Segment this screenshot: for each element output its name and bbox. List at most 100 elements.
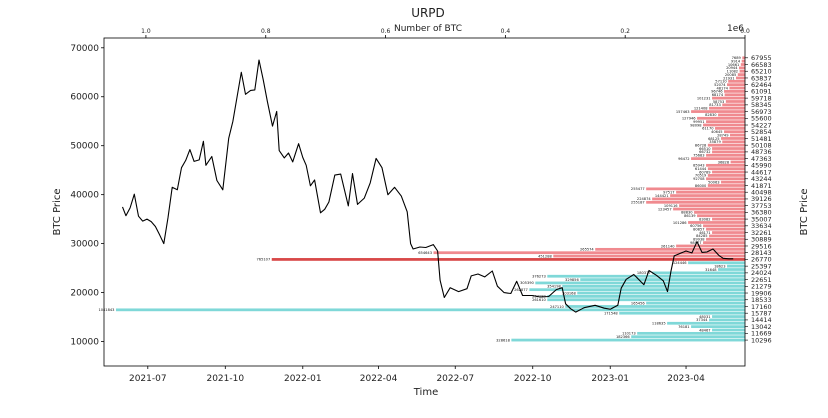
- urpd-bar-label: 157463: [676, 110, 690, 114]
- urpd-bar: [739, 69, 745, 73]
- urpd-bar-label: 82830: [705, 113, 717, 117]
- urpd-bar-label: 101286: [673, 221, 687, 225]
- right-tick-label: 19906: [751, 289, 772, 297]
- urpd-bar: [646, 187, 745, 191]
- urpd-bar: [742, 56, 745, 60]
- urpd-bar-label: 329856: [565, 278, 579, 282]
- urpd-bar: [631, 335, 745, 339]
- right-tick-label: 17160: [751, 303, 772, 311]
- right-tick-label: 15787: [751, 309, 772, 317]
- urpd-bar: [736, 76, 745, 80]
- right-tick-label: 33634: [751, 222, 772, 230]
- right-tick-label: 13042: [751, 323, 772, 331]
- urpd-bar: [676, 190, 745, 194]
- right-tick-label: 36380: [751, 209, 772, 217]
- top-axis-label: Number of BTC: [394, 24, 462, 34]
- urpd-bar: [725, 100, 745, 103]
- urpd-bar-label: 765107: [257, 258, 271, 262]
- urpd-bar-label: 101231: [697, 96, 711, 100]
- urpd-bar-label: 37344: [696, 318, 708, 322]
- right-tick-label: 48736: [751, 148, 772, 156]
- right-tick-label: 29516: [751, 242, 772, 250]
- right-tick-label: 67955: [751, 54, 772, 62]
- urpd-bar: [697, 214, 745, 218]
- axes: 10000 20000 30000 40000 50000 60000 70000 2021-…: [70, 28, 771, 384]
- urpd-bar: [565, 305, 745, 308]
- urpd-bar-label: 124446: [673, 261, 687, 265]
- top-tick-label: 0.0: [740, 28, 750, 35]
- urpd-bar-label: 48174: [716, 86, 728, 90]
- urpd-bar-label: 48031: [699, 315, 710, 319]
- urpd-bar-label: 261610: [532, 298, 546, 302]
- urpd-bar: [703, 123, 745, 127]
- urpd-bar: [712, 231, 745, 234]
- urpd-bar-label: 18623: [714, 264, 725, 268]
- urpd-bar: [703, 224, 745, 228]
- urpd-bar-label: 31648: [705, 268, 717, 272]
- urpd-bar-label: 305390: [520, 281, 534, 285]
- urpd-bar-label: 265574: [580, 248, 594, 252]
- urpd-bar-label: 9914: [731, 59, 741, 63]
- urpd-bar-label: 50063: [708, 180, 719, 184]
- urpd-bar: [595, 247, 745, 251]
- urpd-bar: [547, 298, 745, 302]
- urpd-bar-label: 40645: [711, 130, 722, 134]
- right-tick-label: 47363: [751, 155, 772, 163]
- urpd-bar: [679, 204, 745, 208]
- urpd-bar-label: 89938: [693, 238, 705, 242]
- chart-title: URPD: [411, 6, 445, 20]
- urpd-bar: [741, 59, 745, 63]
- urpd-bar-label: 7689: [732, 56, 742, 60]
- right-tick-label: 52854: [751, 128, 772, 136]
- urpd-bar-label: 171548: [604, 311, 618, 315]
- urpd-bar-label: 121408: [694, 107, 708, 111]
- urpd-bar: [728, 79, 745, 83]
- urpd-bar: [712, 170, 745, 174]
- urpd-bar: [739, 66, 745, 70]
- urpd-bar-label: 144421: [655, 194, 669, 198]
- urpd-bar: [707, 143, 745, 147]
- urpd-bar-label: 60789: [699, 170, 711, 174]
- urpd-bar: [722, 103, 745, 107]
- urpd-bar: [646, 200, 745, 204]
- right-tick-label: 39126: [751, 195, 772, 203]
- urpd-bar: [721, 180, 745, 184]
- urpd-bar: [691, 325, 745, 329]
- urpd-bar: [737, 73, 745, 76]
- urpd-bar-label: 36828: [718, 160, 730, 164]
- plot-frame: [103, 37, 746, 367]
- urpd-bar: [724, 93, 745, 97]
- urpd-bar: [724, 90, 745, 93]
- x-tick-label: 2023-04: [667, 374, 705, 384]
- urpd-bar-label: 255477: [631, 187, 645, 191]
- urpd-bar: [562, 284, 745, 288]
- price-line-layer: [121, 59, 734, 313]
- urpd-bar: [712, 96, 745, 100]
- urpd-bar: [667, 321, 745, 325]
- urpd-bar: [709, 234, 745, 238]
- urpd-bar-label: 58753: [713, 100, 724, 104]
- urpd-bar-label: 81733: [709, 103, 720, 107]
- urpd-bar: [619, 311, 745, 315]
- urpd-bar-label: 86728: [695, 143, 707, 147]
- right-tick-label: 10296: [751, 336, 772, 344]
- right-tick-label: 55600: [751, 115, 772, 123]
- right-tick-label: 45990: [751, 162, 772, 170]
- right-tick-label: 51481: [751, 135, 772, 143]
- right-tick-label: 62464: [751, 81, 772, 89]
- urpd-bar-label: 68174: [712, 93, 724, 97]
- urpd-bar-label: 182366: [616, 335, 630, 339]
- urpd-bar-label: 85943: [693, 164, 704, 168]
- urpd-bar-label: 68125: [708, 137, 719, 141]
- urpd-bar: [712, 147, 745, 150]
- urpd-bar-label: 180377: [637, 271, 651, 275]
- right-tick-label: 61091: [751, 88, 772, 96]
- urpd-bar-label: 60756: [690, 224, 702, 228]
- urpd-bar-label: 86139: [684, 214, 696, 218]
- x-axis-label: Time: [413, 387, 438, 398]
- urpd-bar-label: 61170: [702, 127, 714, 131]
- urpd-bar: [706, 163, 745, 167]
- urpd-bar: [727, 83, 745, 87]
